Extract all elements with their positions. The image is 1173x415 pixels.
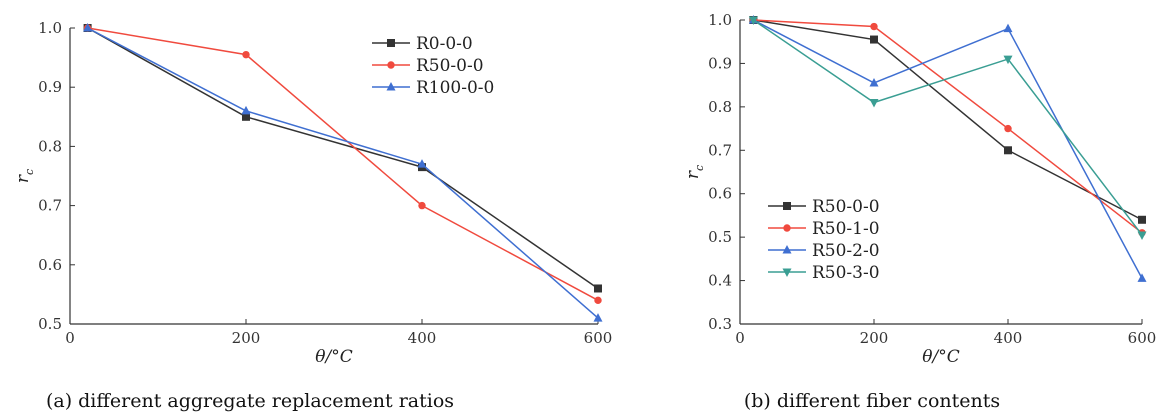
y-axis-label: rc	[13, 169, 36, 183]
data-point	[870, 22, 878, 31]
data-point	[242, 50, 250, 59]
data-point	[869, 99, 879, 108]
data-point	[869, 77, 879, 87]
x-tick-label: 200	[860, 329, 889, 347]
legend-marker	[783, 224, 791, 232]
legend-label: R100-0-0	[416, 78, 494, 98]
data-point	[594, 296, 602, 305]
y-axis-label: rc	[683, 165, 706, 179]
y-tick-label: 0.5	[708, 228, 732, 246]
y-tick-label: 0.9	[708, 54, 732, 72]
series-line	[752, 19, 1143, 236]
x-tick-label: 0	[65, 329, 75, 347]
legend-marker	[782, 245, 792, 254]
x-tick-label: 400	[408, 329, 437, 347]
data-point	[1003, 23, 1013, 33]
legend-label: R0-0-0	[416, 34, 473, 54]
data-point	[870, 35, 878, 44]
data-point	[1137, 273, 1147, 282]
y-tick-label: 0.7	[38, 197, 62, 215]
data-point	[417, 159, 427, 168]
x-tick-label: 0	[735, 329, 745, 347]
y-tick-label: 0.5	[38, 315, 62, 333]
x-tick-label: 200	[232, 329, 261, 347]
y-tick-label: 0.9	[38, 78, 62, 96]
series-line	[753, 19, 1143, 279]
data-point	[593, 313, 603, 322]
y-tick-label: 1.0	[708, 11, 732, 29]
series-line	[87, 27, 599, 290]
series-line	[753, 19, 1143, 221]
y-tick-label: 0.7	[708, 141, 732, 159]
legend-marker	[783, 202, 791, 210]
data-point	[241, 105, 251, 115]
series-line	[87, 27, 599, 319]
legend-marker	[782, 268, 792, 277]
series-line	[753, 19, 1143, 234]
legend-label: R50-0-0	[812, 197, 880, 217]
legend-label: R50-1-0	[812, 219, 880, 239]
caption-b: (b) different fiber contents	[744, 390, 1000, 412]
data-point	[83, 23, 93, 32]
data-point	[1137, 231, 1147, 240]
x-tick-label: 400	[994, 329, 1023, 347]
y-tick-label: 0.6	[708, 185, 732, 203]
legend-marker	[387, 39, 395, 47]
legend-marker	[386, 82, 396, 91]
series-line	[87, 27, 599, 301]
y-tick-label: 0.3	[708, 315, 732, 333]
caption-a: (a) different aggregate replacement rati…	[46, 390, 454, 412]
x-tick-label: 600	[1128, 329, 1157, 347]
data-point	[1138, 215, 1146, 224]
y-tick-label: 0.8	[38, 137, 62, 155]
x-tick-label: 600	[584, 329, 613, 347]
legend-label: R50-3-0	[812, 263, 880, 283]
data-point	[1004, 146, 1012, 155]
x-axis-label: θ/°C	[922, 347, 959, 367]
y-tick-label: 1.0	[38, 19, 62, 37]
chart-panel-a: 0 200 400 600 0.5 0.6 0.7 0.8 0.9 1.0 θ/°C rc R0-0-0…	[13, 19, 612, 367]
legend-label: R50-0-0	[416, 56, 484, 76]
data-point	[1003, 55, 1013, 65]
x-axis-label: θ/°C	[315, 347, 352, 367]
data-point	[1004, 124, 1012, 133]
legend-label: R50-2-0	[812, 241, 880, 261]
data-point	[418, 201, 426, 210]
chart-panel-b: 0 200 400 600 0.3 0.4 0.5 0.6 0.7 0.8 0.9 1.0 θ/°C rc…	[683, 11, 1156, 367]
data-point	[242, 112, 250, 121]
data-point	[748, 16, 758, 25]
y-tick-label: 0.4	[708, 272, 732, 290]
legend-marker	[387, 61, 395, 69]
data-point	[594, 284, 602, 293]
y-tick-label: 0.6	[38, 256, 62, 274]
y-tick-label: 0.8	[708, 98, 732, 116]
